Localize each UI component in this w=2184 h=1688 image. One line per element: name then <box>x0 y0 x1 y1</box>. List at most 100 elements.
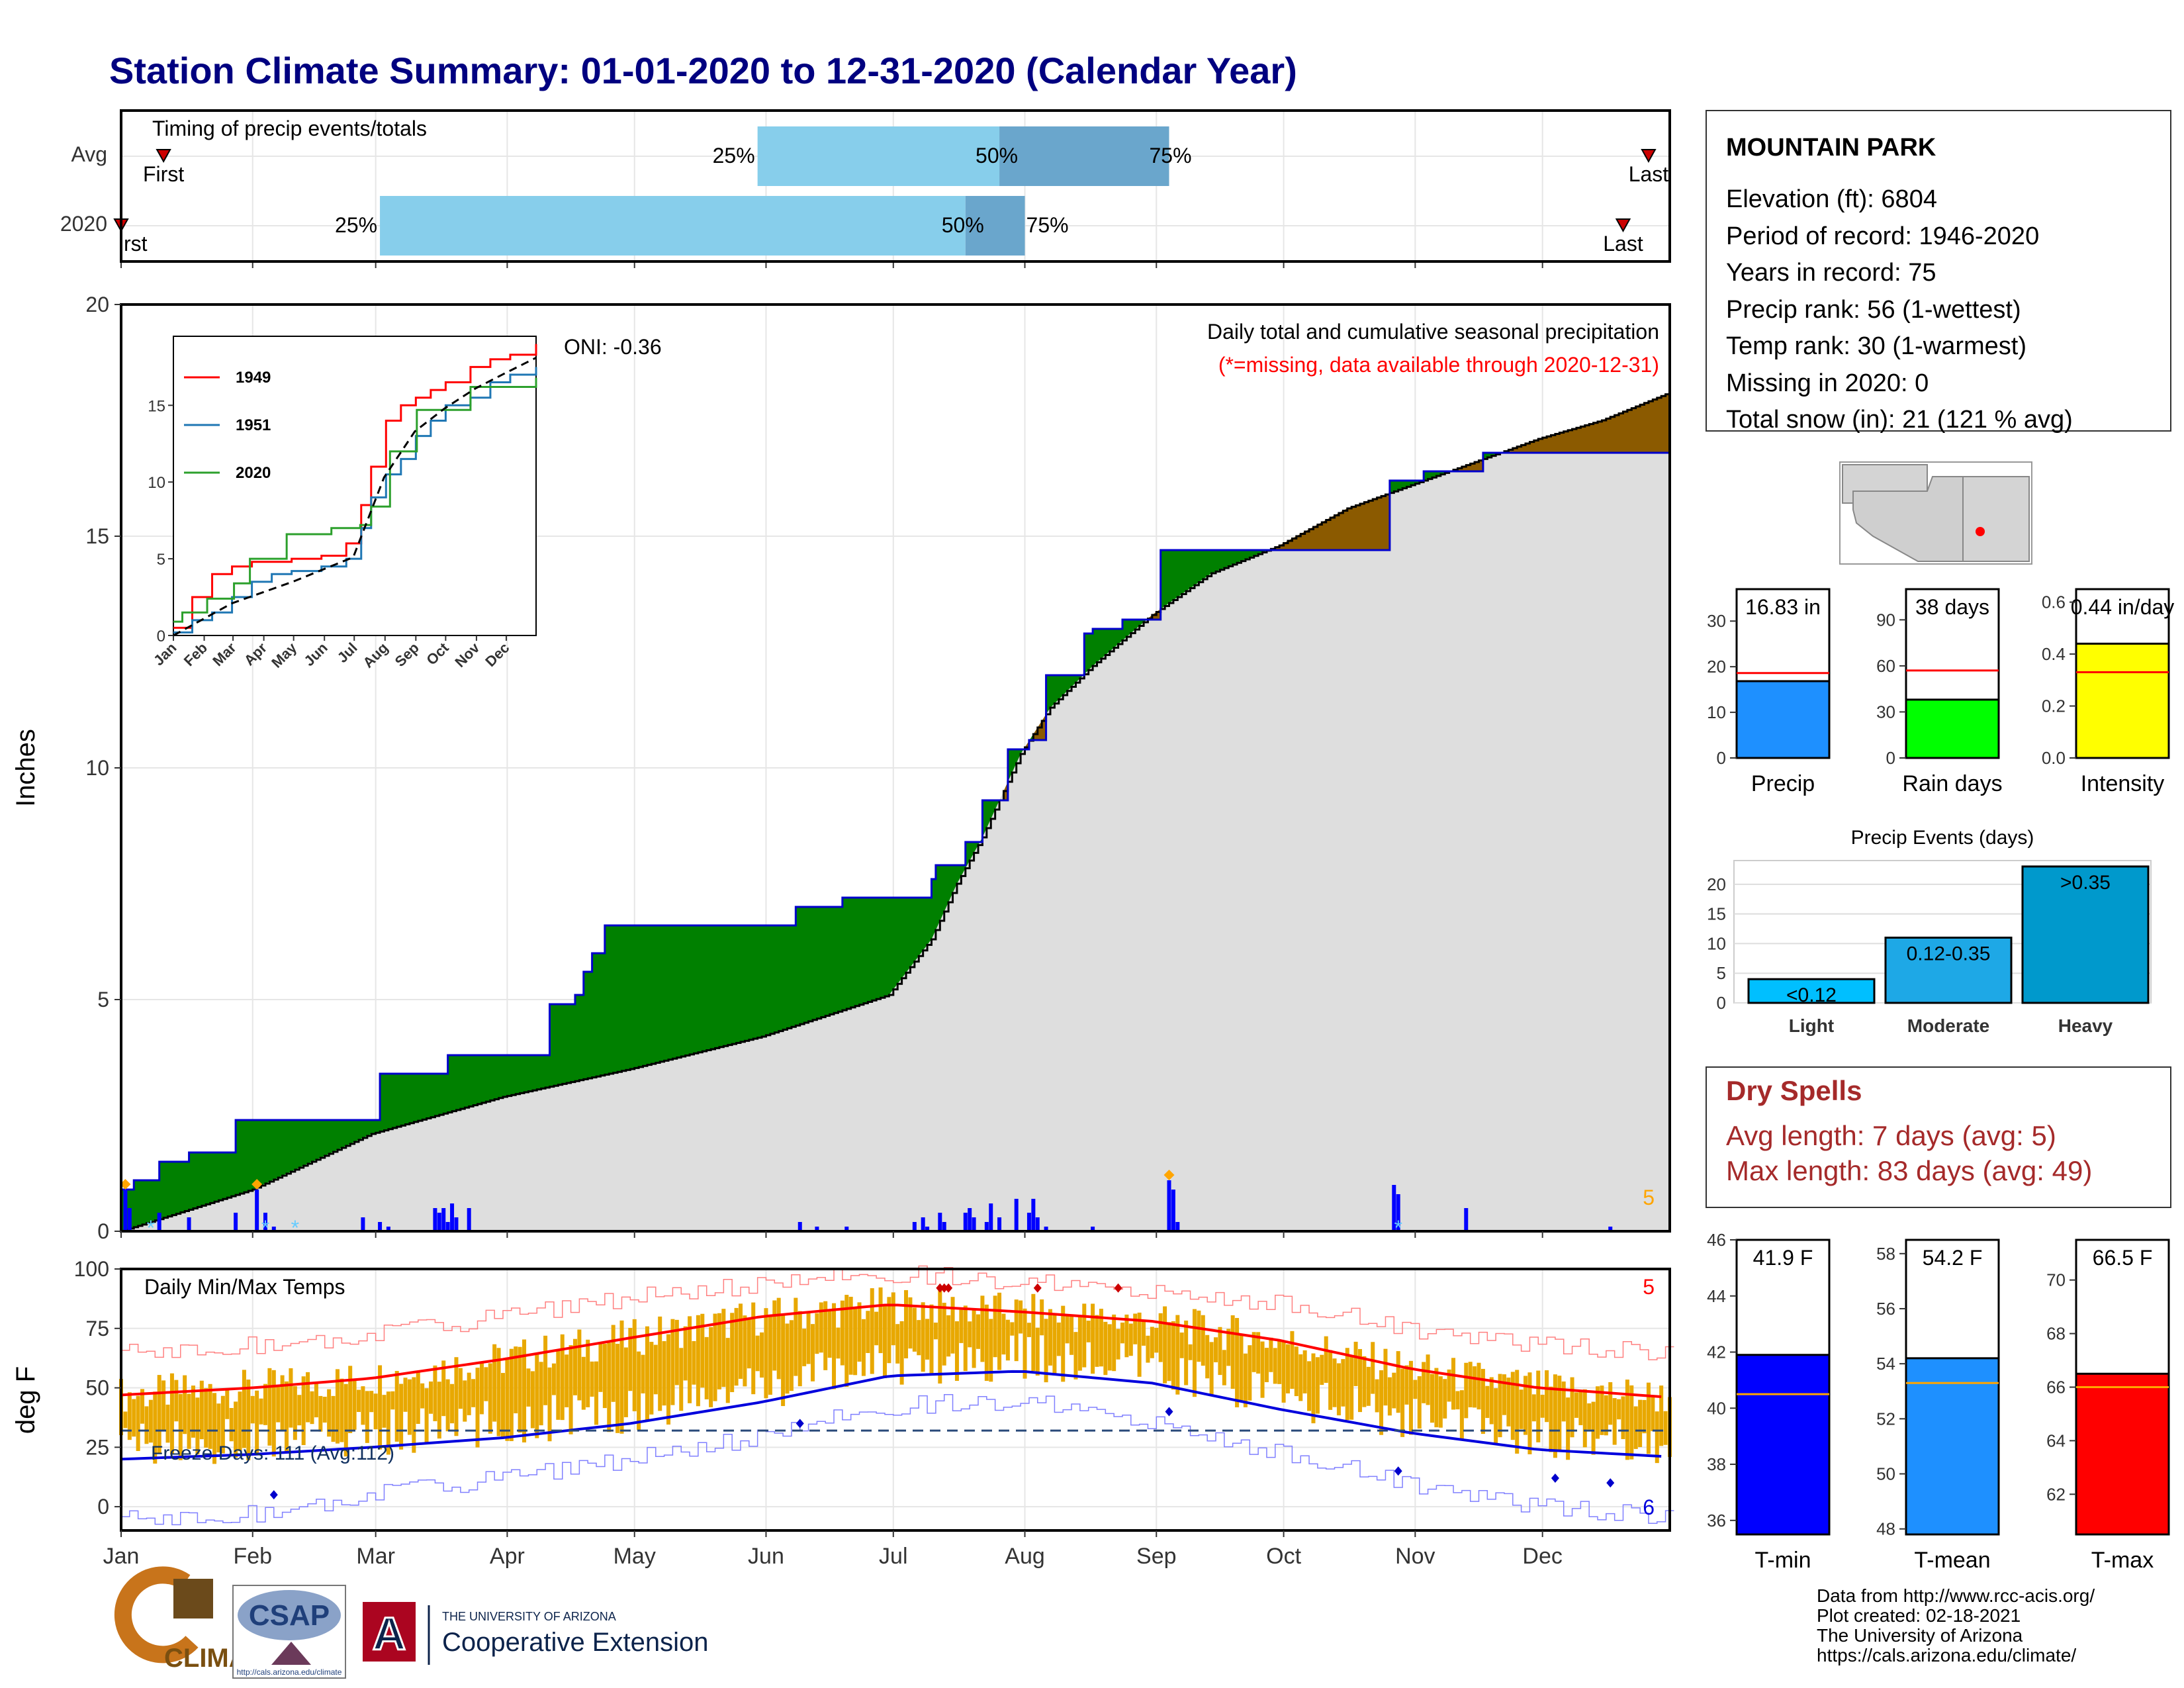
daily-temp-bar <box>954 1321 959 1382</box>
daily-temp-bar <box>1587 1403 1592 1430</box>
university-of-arizona-logo: A THE UNIVERSITY OF ARIZONA Cooperative … <box>363 1602 708 1665</box>
mini-chart-ytick-label: 50 <box>1876 1464 1895 1484</box>
daily-temp-bar <box>394 1371 399 1442</box>
daily-temp-bar <box>653 1344 658 1395</box>
daily-temp-bar <box>581 1356 586 1410</box>
record-max-marker <box>1114 1283 1122 1293</box>
daily-temp-bar <box>488 1363 492 1434</box>
month-label-apr: Apr <box>490 1544 525 1569</box>
mini-chart-value-label: 66.5 F <box>2093 1246 2153 1270</box>
month-label-jan: Jan <box>103 1544 140 1569</box>
daily-temp-bar <box>929 1304 934 1376</box>
csap-logo-mountain <box>271 1642 311 1665</box>
daily-temp-bar <box>857 1302 862 1362</box>
daily-precip-bar <box>437 1213 441 1231</box>
month-label-oct: Oct <box>1266 1544 1301 1569</box>
daily-temp-bar <box>917 1320 921 1356</box>
daily-temp-bar <box>500 1373 505 1438</box>
mini-chart-category-label: Rain days <box>1902 771 2002 796</box>
daily-temp-bar <box>1422 1362 1426 1403</box>
map-region-new-mexico <box>1962 476 2030 562</box>
daily-temp-bar <box>1383 1348 1388 1406</box>
month-label-jul: Jul <box>879 1544 907 1569</box>
daily-temp-bar <box>369 1391 374 1413</box>
daily-temp-bar <box>496 1348 501 1436</box>
daily-temp-bar <box>505 1357 510 1441</box>
daily-temp-bar <box>1281 1341 1286 1403</box>
mini-chart-category-label: T-min <box>1755 1548 1811 1573</box>
inset-frame <box>173 336 537 636</box>
mini-chart-bar-t-max <box>2075 1372 2170 1536</box>
daily-temp-bar <box>1248 1345 1252 1401</box>
daily-temp-bar <box>250 1395 255 1424</box>
mini-chart-ytick-label: 38 <box>1707 1454 1726 1474</box>
month-label-dec: Dec <box>1522 1544 1562 1569</box>
daily-temp-bar <box>1400 1368 1405 1437</box>
timing-label-25: 25% <box>713 144 755 167</box>
mini-chart-ytick-label: 0.6 <box>2042 592 2066 612</box>
inset-ytick-label: 15 <box>148 397 165 415</box>
daily-precip-bar <box>1035 1217 1040 1231</box>
daily-temp-bar <box>1226 1329 1231 1366</box>
daily-temp-bar <box>1112 1314 1116 1372</box>
daily-temp-bar <box>153 1391 158 1464</box>
daily-temp-bar <box>1209 1342 1214 1395</box>
daily-precip-bar <box>912 1222 917 1231</box>
events-category-light: Light <box>1789 1015 1834 1036</box>
daily-temp-bar <box>458 1368 463 1409</box>
daily-temp-bar <box>1277 1339 1282 1384</box>
daily-temp-bar <box>1192 1309 1197 1397</box>
daily-temp-bar <box>649 1342 654 1415</box>
daily-temp-bar <box>178 1393 183 1460</box>
record-min-count: 6 <box>1643 1495 1655 1519</box>
csap-logo-url: http://cals.arizona.edu/climate <box>237 1667 342 1677</box>
timing-title: Timing of precip events/totals <box>152 117 427 140</box>
daily-temp-bar <box>1052 1315 1057 1376</box>
daily-temp-bar <box>238 1391 242 1452</box>
daily-temp-bar <box>1031 1293 1036 1372</box>
daily-temp-bar <box>1298 1354 1303 1401</box>
daily-temp-bar <box>263 1383 267 1425</box>
events-ytick-label: 0 <box>1717 993 1726 1013</box>
daily-temp-bar <box>1146 1335 1150 1363</box>
daily-temp-bar <box>1077 1316 1082 1371</box>
daily-temp-bar <box>378 1365 383 1450</box>
daily-temp-bar <box>276 1387 281 1423</box>
daily-temp-bar <box>590 1361 594 1397</box>
daily-temp-bar <box>692 1340 696 1385</box>
timing-label-25: 25% <box>335 213 377 237</box>
oni-label: ONI: -0.36 <box>564 335 662 359</box>
daily-temp-bar <box>144 1406 149 1444</box>
timing-first-label: First <box>143 162 184 186</box>
daily-temp-bar <box>1655 1411 1659 1464</box>
daily-temp-bar <box>1095 1315 1099 1367</box>
daily-temp-bar <box>463 1380 467 1422</box>
daily-temp-bar <box>195 1397 200 1455</box>
daily-temp-bar <box>1434 1368 1439 1428</box>
timing-label-50: 50% <box>942 213 984 237</box>
daily-temp-bar <box>467 1372 471 1415</box>
station-years: Years in record: 75 <box>1726 259 1936 287</box>
timing-bar-25-50 <box>757 126 1000 186</box>
daily-temp-bar <box>725 1338 730 1403</box>
daily-temp-bar <box>1506 1378 1511 1427</box>
daily-temp-bar <box>1502 1374 1506 1415</box>
daily-temp-bar <box>1026 1323 1031 1337</box>
daily-temp-bar <box>1426 1354 1430 1405</box>
daily-precip-bar <box>968 1208 972 1231</box>
daily-temp-bar <box>700 1313 705 1388</box>
daily-temp-bar <box>234 1401 238 1458</box>
daily-temp-bar <box>259 1398 263 1425</box>
snow-marker: * <box>261 1216 269 1240</box>
daily-temp-bar <box>611 1325 615 1402</box>
daily-precip-bar <box>1392 1185 1396 1231</box>
ua-logo-mark: A <box>373 1608 406 1660</box>
mini-chart-ytick-label: 30 <box>1707 611 1726 631</box>
month-label-sep: Sep <box>1136 1544 1177 1569</box>
daily-temp-bar <box>1286 1344 1291 1393</box>
daily-temp-bar <box>1179 1333 1184 1358</box>
daily-temp-bar <box>327 1389 332 1437</box>
daily-temp-bar <box>289 1368 293 1428</box>
daily-temp-bar <box>1633 1406 1638 1449</box>
station-location-marker <box>1976 527 1985 536</box>
